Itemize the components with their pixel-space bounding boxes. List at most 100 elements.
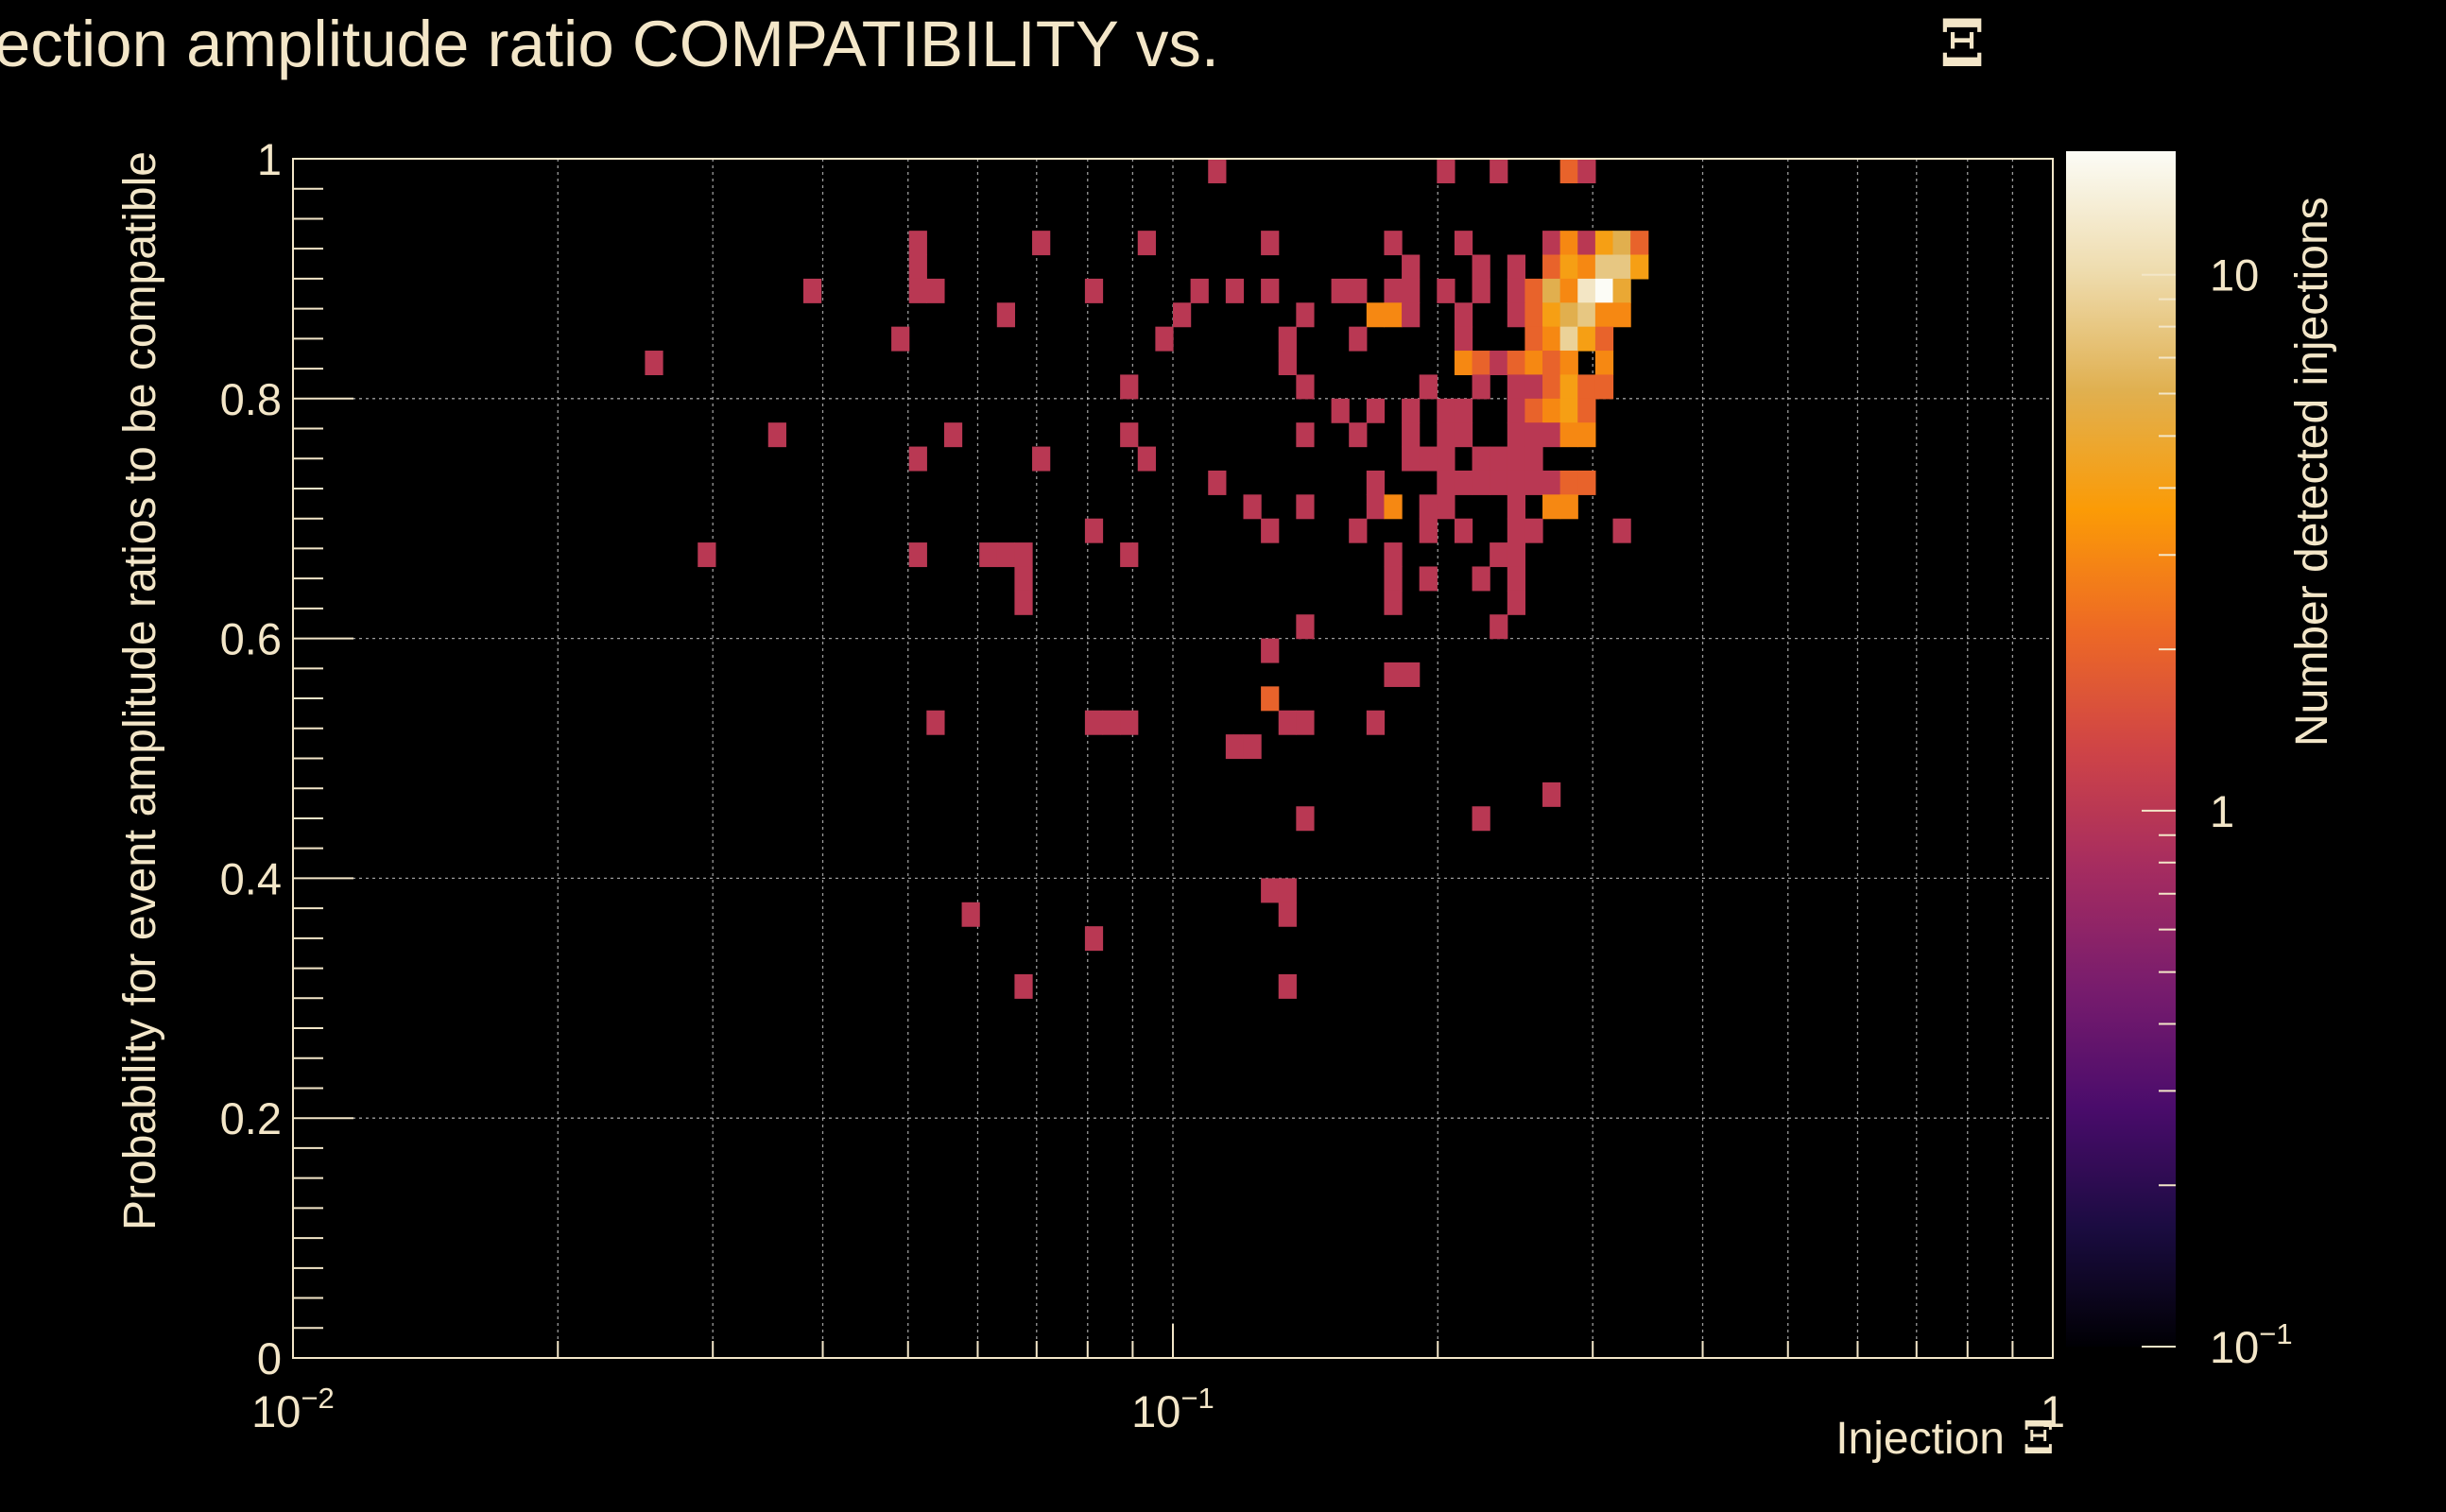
heatmap-cell bbox=[1366, 302, 1386, 328]
heatmap-cell bbox=[1507, 446, 1525, 472]
heatmap-cell bbox=[1472, 470, 1490, 495]
heatmap-cell bbox=[1366, 710, 1386, 735]
heatmap-cell bbox=[1120, 422, 1139, 448]
heatmap-cell bbox=[1577, 231, 1596, 256]
heatmap-cell bbox=[1454, 351, 1473, 376]
heatmap-cell bbox=[1296, 422, 1315, 448]
heatmap-cell bbox=[1524, 351, 1543, 376]
heatmap-cell bbox=[1278, 878, 1297, 903]
heatmap-cell bbox=[1559, 231, 1578, 256]
heatmap-cell bbox=[1402, 302, 1421, 328]
x-tick-label: 10−2 bbox=[251, 1382, 335, 1436]
heatmap-cell bbox=[1490, 351, 1508, 376]
heatmap-cell bbox=[1261, 518, 1280, 543]
heatmap-cell bbox=[908, 231, 927, 256]
heatmap-cell bbox=[1225, 734, 1245, 760]
heatmap-cell bbox=[1542, 326, 1561, 352]
heatmap-cell bbox=[1472, 446, 1490, 472]
heatmap-cell bbox=[1559, 159, 1578, 183]
heatmap-cell bbox=[1507, 254, 1525, 280]
heatmap-cell bbox=[1402, 398, 1421, 423]
heatmap-cell bbox=[1472, 278, 1490, 303]
y-tick-label: 0.6 bbox=[220, 614, 282, 664]
heatmap-cell bbox=[1331, 398, 1350, 423]
heatmap-cell bbox=[1296, 302, 1315, 328]
heatmap-cell bbox=[1507, 518, 1525, 543]
heatmap-cell bbox=[1507, 374, 1525, 400]
heatmap-cell bbox=[1261, 278, 1280, 303]
heatmap-cell bbox=[1366, 494, 1386, 520]
heatmap-cell bbox=[1577, 159, 1596, 183]
heatmap-cell bbox=[1490, 542, 1508, 568]
heatmap-cell bbox=[1472, 254, 1490, 280]
heatmap-cell bbox=[1490, 159, 1508, 183]
heatmap-cell bbox=[1630, 254, 1649, 280]
heatmap-cell bbox=[1559, 351, 1578, 376]
heatmap-cell bbox=[1524, 422, 1543, 448]
heatmap-cell bbox=[1577, 422, 1596, 448]
heatmap-cell bbox=[1559, 422, 1578, 448]
heatmap-cell bbox=[1612, 254, 1631, 280]
heatmap-cell bbox=[1437, 278, 1456, 303]
heatmap-cell bbox=[1559, 374, 1578, 400]
heatmap-cell bbox=[1472, 351, 1490, 376]
heatmap-cell bbox=[908, 254, 927, 280]
heatmap-cell bbox=[1454, 422, 1473, 448]
heatmap-cell bbox=[1384, 278, 1403, 303]
heatmap-cell bbox=[1402, 446, 1421, 472]
heatmap-cell bbox=[1594, 326, 1614, 352]
heatmap-cell bbox=[1349, 518, 1368, 543]
heatmap-cell bbox=[1542, 278, 1561, 303]
color-scale-gradient bbox=[2066, 151, 2176, 1347]
heatmap-cell bbox=[1208, 159, 1227, 183]
heatmap-cell bbox=[1612, 231, 1631, 256]
heatmap-cell bbox=[1261, 231, 1280, 256]
colorbar-tick-label: 10−1 bbox=[2210, 1317, 2293, 1372]
heatmap-cell bbox=[1032, 231, 1051, 256]
heatmap-cell bbox=[1594, 254, 1614, 280]
heatmap-cell bbox=[1419, 566, 1438, 592]
heatmap-cell bbox=[1437, 494, 1456, 520]
heatmap-cell bbox=[1384, 542, 1403, 568]
x-tick-label-exponent: −2 bbox=[301, 1382, 334, 1415]
heatmap-cell bbox=[1384, 494, 1403, 520]
heatmap-cell bbox=[1559, 278, 1578, 303]
heatmap-cell bbox=[1349, 326, 1368, 352]
heatmap-cell bbox=[1296, 614, 1315, 640]
heatmap-cell bbox=[1137, 231, 1156, 256]
heatmap-cell bbox=[1507, 470, 1525, 495]
heatmap-cell bbox=[1524, 518, 1543, 543]
heatmap-cell bbox=[996, 302, 1016, 328]
heatmap-cell bbox=[943, 422, 963, 448]
x-axis-label-xi-symbol: Ξ bbox=[2023, 1412, 2055, 1465]
heatmap-cell bbox=[1594, 374, 1614, 400]
heatmap-cell bbox=[802, 278, 822, 303]
heatmap-cell bbox=[1032, 446, 1051, 472]
heatmap-cell bbox=[698, 542, 716, 568]
heatmap-cell bbox=[1384, 302, 1403, 328]
heatmap-cell bbox=[996, 542, 1016, 568]
heatmap-cell bbox=[1190, 278, 1209, 303]
heatmap-cell bbox=[1296, 710, 1315, 735]
heatmap-cell bbox=[1594, 351, 1614, 376]
heatmap-cell bbox=[1507, 351, 1525, 376]
heatmap-cell bbox=[1278, 973, 1297, 999]
heatmap-cell bbox=[1243, 734, 1262, 760]
x-tick-label: 1 bbox=[2041, 1386, 2065, 1436]
heatmap-cell bbox=[1437, 422, 1456, 448]
heatmap-cell bbox=[1542, 254, 1561, 280]
heatmap-cell bbox=[1331, 278, 1350, 303]
heatmap-cells bbox=[645, 159, 1649, 999]
heatmap-cell bbox=[1278, 902, 1297, 927]
y-tick-label: 0.8 bbox=[220, 374, 282, 424]
heatmap-cell bbox=[1524, 398, 1543, 423]
heatmap-cell bbox=[1507, 422, 1525, 448]
heatmap-cell bbox=[767, 422, 786, 448]
heatmap-cell bbox=[1524, 326, 1543, 352]
heatmap-cell bbox=[1559, 326, 1578, 352]
heatmap-cell bbox=[1384, 662, 1403, 687]
heatmap-cell bbox=[1524, 302, 1543, 328]
heatmap-cell bbox=[1349, 422, 1368, 448]
heatmap-cell bbox=[1454, 302, 1473, 328]
